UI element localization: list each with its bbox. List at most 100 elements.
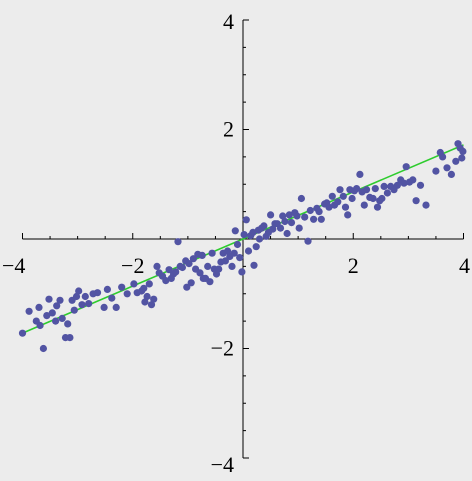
x-tick-label: 4 bbox=[459, 253, 470, 278]
data-point bbox=[233, 240, 242, 249]
data-point bbox=[281, 217, 289, 226]
data-point bbox=[269, 225, 277, 233]
data-points bbox=[18, 140, 467, 353]
data-point bbox=[45, 295, 53, 303]
data-point bbox=[276, 224, 285, 232]
data-point bbox=[412, 197, 420, 205]
data-point bbox=[85, 300, 93, 308]
data-point bbox=[118, 283, 126, 291]
data-point bbox=[283, 229, 291, 238]
y-tick-label: −4 bbox=[211, 452, 234, 477]
data-point bbox=[53, 302, 61, 310]
data-point bbox=[185, 260, 193, 268]
data-point bbox=[306, 206, 314, 215]
data-point bbox=[36, 321, 44, 330]
data-point bbox=[228, 262, 236, 270]
data-point bbox=[452, 157, 460, 165]
data-point bbox=[153, 262, 161, 270]
data-point bbox=[130, 280, 138, 288]
data-point bbox=[334, 198, 342, 206]
data-point bbox=[58, 314, 66, 322]
data-point bbox=[189, 255, 197, 263]
data-point bbox=[240, 231, 248, 239]
data-point bbox=[25, 307, 33, 315]
data-point bbox=[140, 284, 148, 292]
data-point bbox=[297, 194, 305, 203]
data-point bbox=[373, 203, 382, 211]
data-point bbox=[249, 228, 257, 236]
data-point bbox=[56, 296, 64, 304]
data-point bbox=[183, 283, 191, 291]
data-point bbox=[172, 268, 180, 276]
data-point bbox=[293, 212, 301, 220]
data-point bbox=[18, 329, 27, 337]
data-point bbox=[178, 263, 186, 272]
data-point bbox=[409, 176, 417, 184]
data-point bbox=[224, 247, 232, 255]
data-point bbox=[52, 317, 60, 325]
data-point bbox=[250, 261, 258, 269]
data-point bbox=[336, 186, 344, 194]
data-point bbox=[198, 251, 206, 259]
data-point bbox=[72, 292, 81, 301]
y-tick-label: −2 bbox=[211, 336, 234, 361]
fit-line-group bbox=[22, 144, 464, 334]
data-point bbox=[439, 153, 447, 161]
data-point bbox=[255, 235, 264, 243]
data-point bbox=[75, 287, 83, 295]
data-point bbox=[416, 181, 425, 189]
data-point bbox=[93, 289, 102, 297]
data-point bbox=[174, 238, 182, 246]
data-point bbox=[315, 208, 323, 216]
data-point bbox=[143, 292, 151, 301]
data-point bbox=[39, 344, 48, 353]
y-tick-label: 2 bbox=[223, 117, 234, 142]
data-point bbox=[279, 212, 287, 220]
data-point bbox=[267, 211, 275, 219]
data-point bbox=[204, 262, 212, 270]
data-point bbox=[400, 179, 408, 187]
fit-line bbox=[22, 144, 464, 334]
data-point bbox=[221, 257, 229, 265]
data-point bbox=[162, 277, 170, 285]
data-point bbox=[230, 249, 238, 257]
data-point bbox=[356, 170, 364, 178]
data-point bbox=[70, 306, 78, 314]
data-point bbox=[301, 213, 309, 221]
x-tick-label: −2 bbox=[121, 253, 144, 278]
data-point bbox=[141, 298, 149, 306]
data-point bbox=[236, 254, 244, 262]
data-point bbox=[196, 269, 204, 277]
data-point bbox=[295, 224, 303, 232]
data-point bbox=[310, 215, 318, 223]
data-point bbox=[344, 211, 352, 219]
data-point bbox=[317, 215, 325, 223]
data-point bbox=[238, 268, 246, 276]
data-point bbox=[100, 303, 108, 311]
data-point bbox=[165, 266, 173, 274]
data-point bbox=[242, 216, 250, 224]
data-point bbox=[339, 192, 347, 200]
data-point bbox=[348, 194, 356, 203]
data-point bbox=[432, 167, 440, 175]
data-point bbox=[81, 292, 89, 301]
data-point bbox=[459, 147, 467, 155]
data-point bbox=[215, 265, 223, 273]
data-point bbox=[147, 301, 156, 309]
data-point bbox=[208, 249, 216, 257]
data-point bbox=[443, 164, 451, 172]
data-point bbox=[112, 303, 120, 311]
data-point bbox=[402, 163, 410, 171]
data-point bbox=[64, 320, 72, 328]
data-point bbox=[260, 222, 268, 230]
data-point bbox=[325, 203, 333, 211]
data-point bbox=[287, 219, 296, 227]
x-tick-label: 2 bbox=[348, 253, 359, 278]
tick-labels: −4 −2 2 4 4 2 −2 −4 bbox=[2, 9, 470, 477]
data-point bbox=[103, 285, 111, 293]
data-point bbox=[380, 182, 388, 190]
data-point bbox=[43, 312, 51, 320]
data-point bbox=[150, 295, 158, 303]
data-point bbox=[362, 186, 371, 194]
